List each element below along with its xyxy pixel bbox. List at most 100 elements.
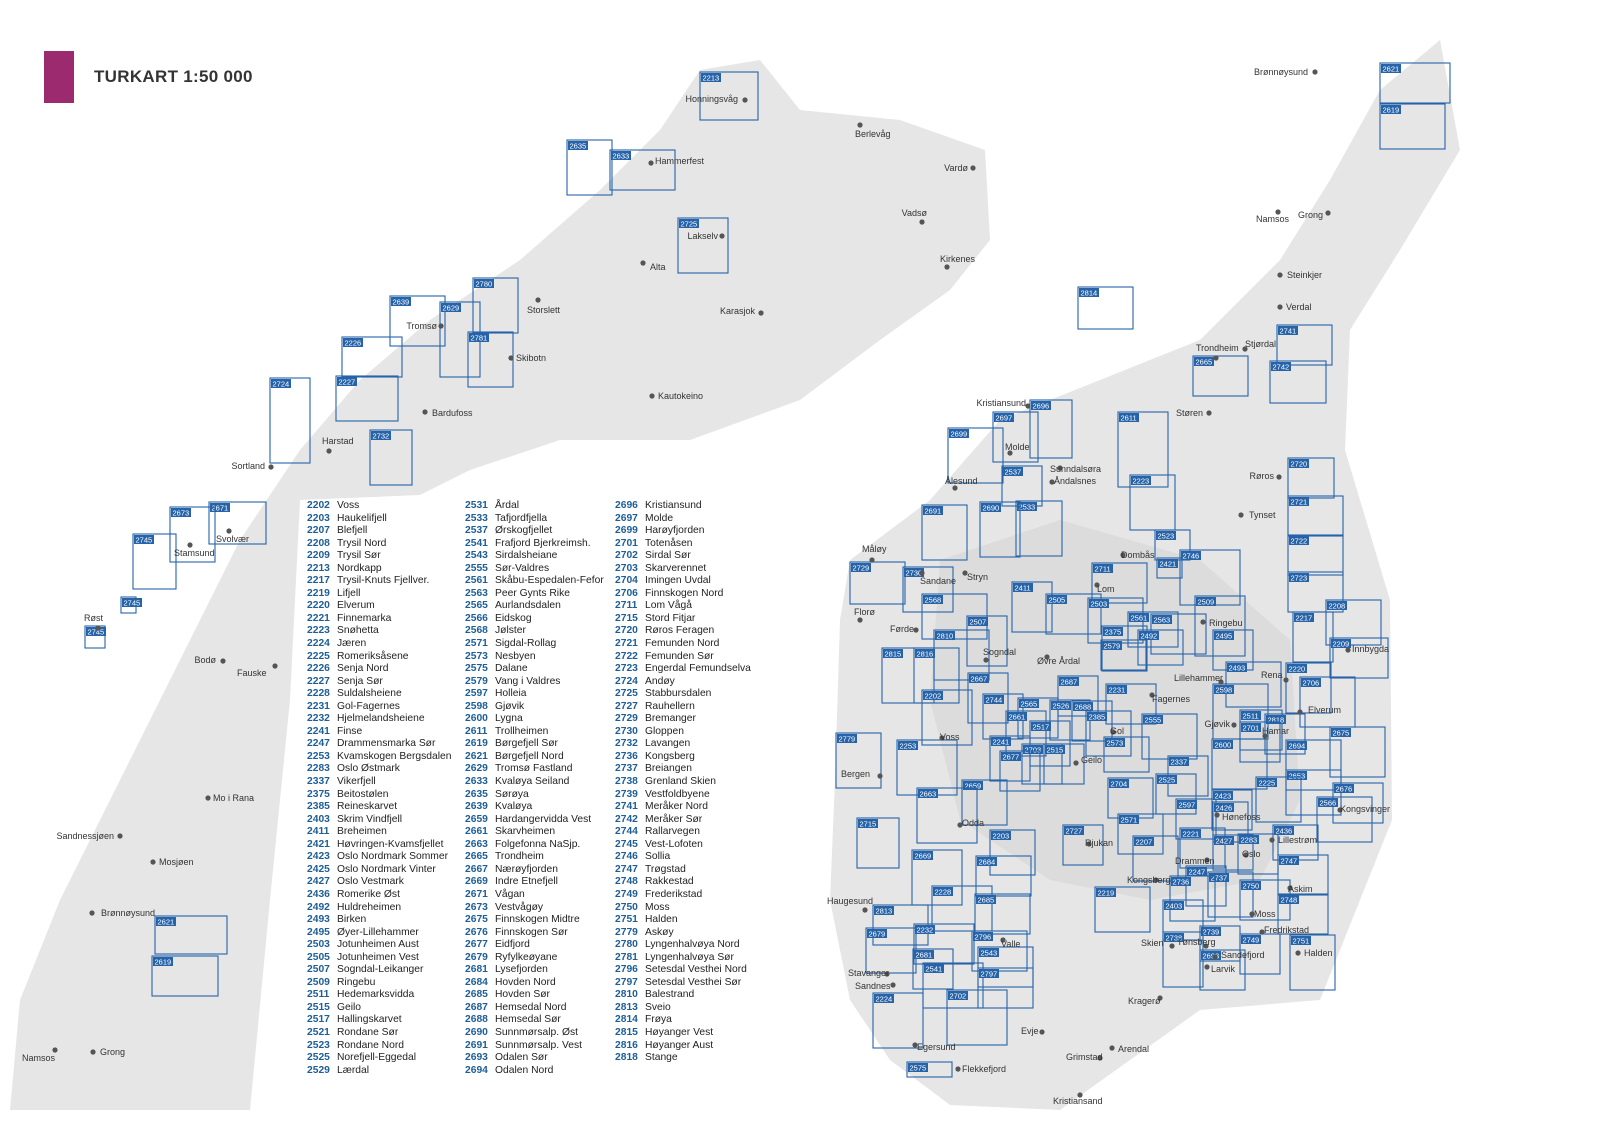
map-sheet-2688[interactable]: 2688 — [1071, 700, 1113, 742]
map-sheet-2225[interactable]: 2225 — [1255, 776, 1302, 823]
map-sheet-2228[interactable]: 2228 — [931, 885, 993, 932]
map-sheet-2748[interactable]: 2748 — [1277, 893, 1329, 935]
map-sheet-2701[interactable]: 2701 — [1239, 721, 1281, 763]
map-sheet-2696[interactable]: 2696 — [1029, 399, 1073, 459]
map-sheet-2722[interactable]: 2722 — [1287, 534, 1344, 576]
sheet-number: 2220 — [307, 600, 330, 612]
map-sheet-2742[interactable]: 2742 — [1269, 360, 1327, 404]
map-sheet-2725[interactable]: 2725 — [677, 217, 729, 274]
map-sheet-2703[interactable]: 2703 — [1021, 743, 1063, 785]
map-sheet-2720[interactable]: 2720 — [1287, 457, 1335, 499]
map-sheet-2702[interactable]: 2702 — [946, 989, 1008, 1046]
map-sheet-2533[interactable]: 2533 — [1015, 500, 1063, 557]
map-sheet-2724[interactable]: 2724 — [269, 377, 311, 464]
map-sheet-2639[interactable]: 2639 — [389, 295, 446, 347]
map-sheet-2507[interactable]: 2507 — [966, 615, 1008, 667]
map-sheet-2571[interactable]: 2571 — [1117, 813, 1164, 855]
map-sheet-2203[interactable]: 2203 — [989, 829, 1036, 876]
map-sheet-2575[interactable]: 2575 — [906, 1061, 953, 1078]
map-sheet-2749[interactable]: 2749 — [1239, 933, 1281, 975]
map-sheet-2283[interactable]: 2283 — [1237, 833, 1279, 875]
map-sheet-2691[interactable]: 2691 — [921, 504, 968, 561]
map-sheet-2779[interactable]: 2779 — [835, 732, 882, 789]
map-sheet-2796[interactable]: 2796 — [971, 930, 1028, 972]
map-sheet-2619[interactable]: 2619 — [1379, 103, 1446, 150]
map-sheet-2665[interactable]: 2665 — [1192, 355, 1249, 397]
map-sheet-2621[interactable]: 2621 — [154, 915, 228, 955]
map-sheet-2202[interactable]: 2202 — [921, 689, 973, 746]
map-sheet-2687[interactable]: 2687 — [1057, 675, 1099, 717]
map-sheet-2421[interactable]: 2421 — [1156, 557, 1183, 579]
map-sheet-2729[interactable]: 2729 — [849, 561, 906, 605]
map-sheet-2385[interactable]: 2385 — [1085, 710, 1132, 757]
map-sheet-2727[interactable]: 2727 — [1062, 824, 1104, 866]
map-sheet-2690[interactable]: 2690 — [979, 501, 1021, 558]
map-sheet-2427[interactable]: 2427 — [1212, 834, 1254, 871]
map-sheet-2223[interactable]: 2223 — [1129, 474, 1176, 531]
map-sheet-2669[interactable]: 2669 — [911, 849, 963, 906]
map-sheet-2509[interactable]: 2509 — [1194, 595, 1246, 657]
map-sheet-2745[interactable]: 2745 — [120, 596, 142, 614]
map-sheet-2736[interactable]: 2736 — [1169, 875, 1216, 922]
map-sheet-2745[interactable]: 2745 — [132, 533, 177, 590]
map-sheet-2619[interactable]: 2619 — [151, 955, 219, 997]
map-sheet-2226[interactable]: 2226 — [341, 336, 403, 378]
map-sheet-2681[interactable]: 2681 — [912, 948, 954, 990]
index-entry: 2815 Høyanger Vest — [615, 1027, 751, 1040]
map-sheet-2685[interactable]: 2685 — [974, 893, 1031, 935]
map-sheet-2220[interactable]: 2220 — [1285, 662, 1332, 714]
map-sheet-2241[interactable]: 2241 — [989, 735, 1031, 782]
map-sheet-2213[interactable]: 2213 — [699, 71, 759, 121]
map-sheet-2721[interactable]: 2721 — [1287, 495, 1344, 537]
map-sheet-2224[interactable]: 2224 — [872, 992, 924, 1049]
map-sheet-2611[interactable]: 2611 — [1117, 411, 1169, 488]
map-sheet-2621[interactable]: 2621 — [1379, 62, 1451, 104]
map-sheet-2814[interactable]: 2814 — [1077, 286, 1134, 330]
map-sheet-2209[interactable]: 2209 — [1329, 637, 1389, 679]
map-sheet-2579[interactable]: 2579 — [1100, 639, 1147, 671]
map-sheet-2677[interactable]: 2677 — [999, 750, 1041, 792]
map-sheet-2659[interactable]: 2659 — [961, 779, 1008, 826]
map-sheet-2797[interactable]: 2797 — [977, 967, 1034, 1009]
map-sheet-2600[interactable]: 2600 — [1211, 738, 1268, 790]
map-sheet-2780[interactable]: 2780 — [472, 277, 519, 334]
map-sheet-2699[interactable]: 2699 — [947, 427, 1004, 484]
map-sheet-2816[interactable]: 2816 — [913, 647, 960, 704]
map-sheet-2661[interactable]: 2661 — [1005, 710, 1047, 757]
map-sheet-2505[interactable]: 2505 — [1045, 593, 1102, 635]
map-sheet-2684[interactable]: 2684 — [975, 855, 1032, 897]
map-sheet-2751[interactable]: 2751 — [1289, 934, 1336, 991]
map-sheet-2730[interactable]: 2730 — [902, 566, 954, 613]
map-sheet-2711[interactable]: 2711 — [1091, 562, 1148, 604]
map-sheet-2694[interactable]: 2694 — [1285, 739, 1342, 791]
map-sheet-2732[interactable]: 2732 — [369, 429, 413, 486]
map-sheet-2515[interactable]: 2515 — [1043, 743, 1085, 785]
map-sheet-2219[interactable]: 2219 — [1094, 886, 1151, 933]
map-sheet-2208[interactable]: 2208 — [1325, 599, 1382, 646]
map-sheet-2671[interactable]: 2671 — [208, 501, 267, 545]
map-sheet-2411[interactable]: 2411 — [1011, 581, 1053, 633]
map-sheet-2635[interactable]: 2635 — [566, 139, 613, 196]
map-sheet-2675[interactable]: 2675 — [1329, 726, 1386, 778]
map-sheet-2737[interactable]: 2737 — [1207, 871, 1254, 918]
map-sheet-2706[interactable]: 2706 — [1299, 676, 1356, 728]
map-sheet-2541[interactable]: 2541 — [922, 962, 984, 1009]
map-sheet-2667[interactable]: 2667 — [967, 672, 1009, 724]
map-sheet-2663[interactable]: 2663 — [916, 787, 978, 844]
map-sheet-2227[interactable]: 2227 — [335, 375, 399, 422]
map-sheet-2741[interactable]: 2741 — [1276, 324, 1333, 366]
map-sheet-2597[interactable]: 2597 — [1175, 798, 1217, 840]
map-sheet-2745[interactable]: 2745 — [84, 625, 106, 649]
map-sheet-2492[interactable]: 2492 — [1137, 629, 1184, 666]
map-sheet-2715[interactable]: 2715 — [856, 817, 900, 869]
map-sheet-2747[interactable]: 2747 — [1277, 854, 1329, 896]
map-sheet-2566[interactable]: 2566 — [1316, 796, 1373, 843]
map-sheet-2573[interactable]: 2573 — [1103, 736, 1150, 773]
map-sheet-2697[interactable]: 2697 — [992, 411, 1039, 463]
map-sheet-2543[interactable]: 2543 — [977, 946, 1034, 988]
map-sheet-2217[interactable]: 2217 — [1292, 611, 1334, 663]
map-sheet-2423[interactable]: 2423 — [1211, 789, 1253, 831]
map-sheet-2693[interactable]: 2693 — [1199, 949, 1246, 991]
map-sheet-2633[interactable]: 2633 — [609, 149, 676, 191]
map-sheet-2815[interactable]: 2815 — [881, 647, 935, 704]
